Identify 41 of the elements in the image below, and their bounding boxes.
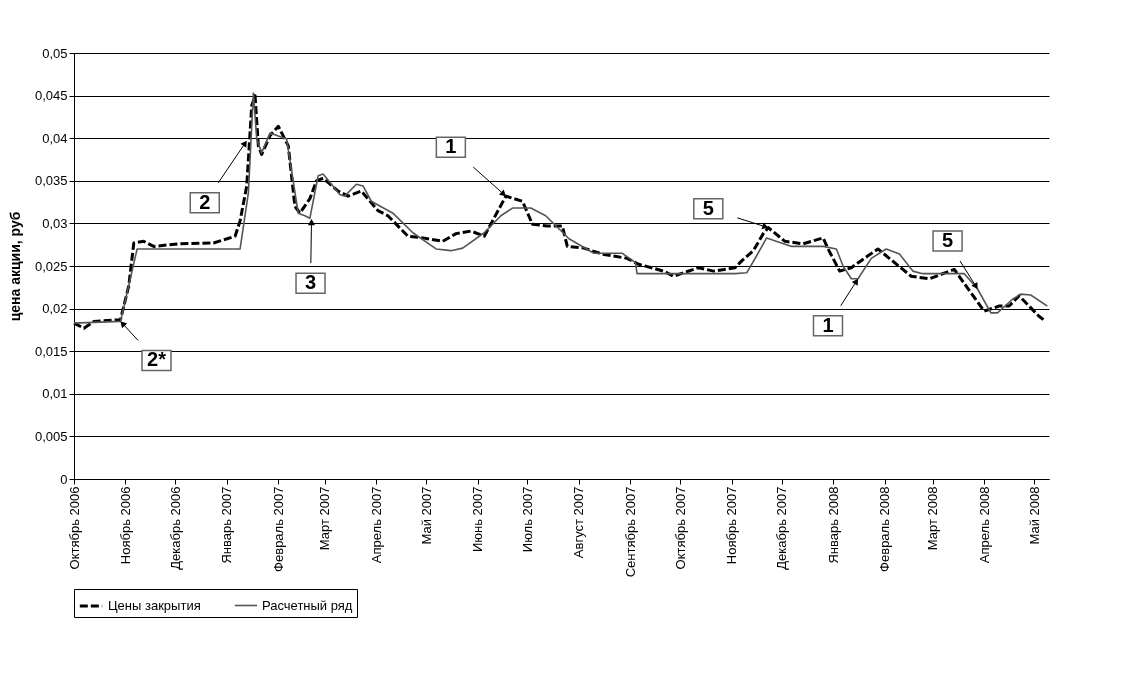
x-tick-label: Январь 2007 [219,486,235,564]
x-tick-label: Май 2007 [418,486,434,545]
annotation: 2 [199,190,211,213]
y-tick-label: 0,04 [42,130,68,146]
y-tick-label: 0,05 [42,45,68,61]
annotation: 1 [445,135,457,158]
y-tick-label: 0 [60,471,68,487]
x-tick-label: Август 2007 [571,486,587,559]
y-tick-label: 0,035 [34,173,68,189]
x-tick-label: Октябрь 2007 [672,486,688,570]
x-tick-label: Ноябрь 2006 [117,486,133,565]
legend-label: Цены закрытия [108,598,201,613]
annotation: 2* [147,348,167,371]
x-tick-label: Октябрь 2006 [66,486,82,570]
y-tick-label: 0,005 [34,428,68,444]
x-tick-label: Июль 2007 [519,486,535,553]
annotation: 5 [702,196,714,219]
x-tick-label: Апрель 2008 [976,486,992,564]
y-tick-label: 0,015 [34,343,68,359]
x-tick-label: Март 2007 [317,486,333,551]
y-tick-label: 0,01 [42,386,68,402]
x-tick-label: Май 2008 [1026,486,1042,545]
x-tick-label: Декабрь 2007 [774,486,790,570]
x-tick-label: Апрель 2007 [368,486,384,564]
x-tick-label: Декабрь 2006 [167,486,183,570]
x-tick-label: Июнь 2007 [470,486,486,553]
y-tick-label: 0,03 [42,215,68,231]
x-tick-label: Сентябрь 2007 [622,486,638,578]
legend-label: Расчетный ряд [262,597,353,613]
x-tick-label: Ноябрь 2007 [724,486,740,565]
x-tick-label: Февраль 2008 [877,486,893,572]
annotation: 3 [304,271,317,294]
x-tick-label: Февраль 2007 [270,486,286,572]
y-axis-title: цена акции, руб [6,211,23,322]
annotation: 1 [822,313,834,336]
x-tick-label: Январь 2008 [825,486,841,564]
annotation: 5 [942,229,954,251]
y-tick-label: 0,025 [34,258,68,274]
y-tick-label: 0,02 [42,301,68,317]
y-tick-label: 0,045 [34,88,68,104]
x-tick-label: Март 2008 [925,486,941,551]
